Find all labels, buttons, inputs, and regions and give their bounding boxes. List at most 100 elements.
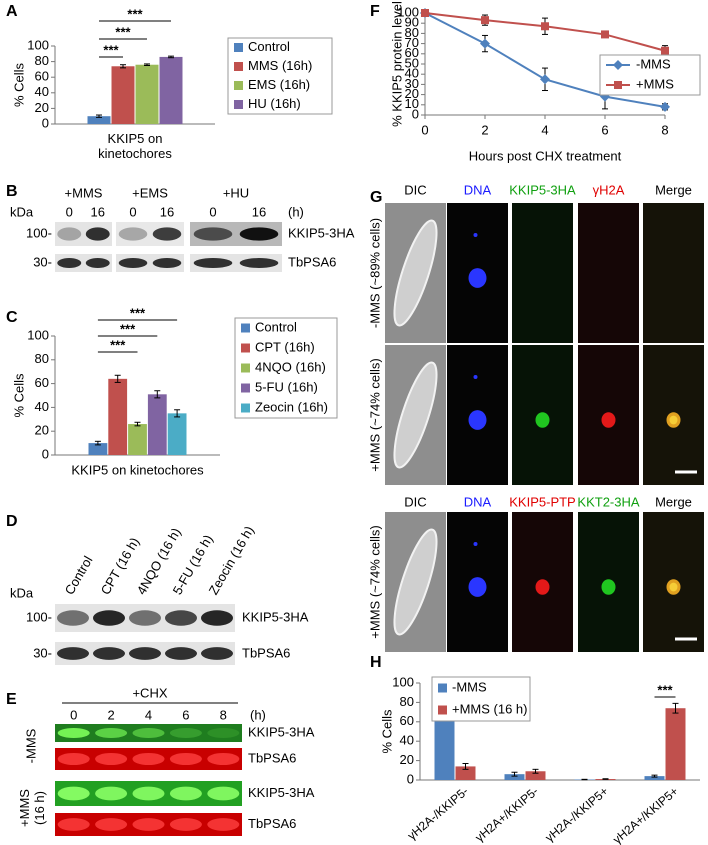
legend-box bbox=[227, 37, 333, 115]
bar bbox=[108, 378, 128, 455]
significance-label: *** bbox=[115, 24, 131, 39]
signal bbox=[473, 233, 478, 237]
legend-label: Control bbox=[255, 319, 297, 334]
x-tick-label: γH2A-/KKIP5+ bbox=[542, 784, 611, 845]
panel-letter: B bbox=[6, 183, 18, 200]
legend-swatch bbox=[234, 43, 243, 52]
cell-dic bbox=[393, 528, 438, 636]
haze bbox=[512, 203, 573, 343]
haze bbox=[578, 203, 639, 343]
significance-label: *** bbox=[127, 6, 143, 21]
y-tick-label: 0 bbox=[42, 115, 49, 130]
y-tick-label: 10 bbox=[405, 96, 419, 111]
blot-band bbox=[93, 647, 125, 660]
y-tick-label: 40 bbox=[35, 84, 49, 99]
x-tick-label: 2 bbox=[481, 122, 488, 137]
marker bbox=[540, 74, 550, 85]
blot-band bbox=[169, 786, 202, 801]
blot-band bbox=[165, 610, 197, 626]
blot-band bbox=[193, 227, 233, 241]
legend-box bbox=[234, 317, 338, 419]
signal bbox=[468, 577, 487, 597]
row-label: KKIP5-3HA bbox=[288, 225, 355, 240]
legend-swatch bbox=[241, 383, 250, 393]
blot-band bbox=[129, 647, 161, 660]
column-header: KKIP5-PTP bbox=[509, 494, 575, 509]
cell-dic bbox=[393, 219, 438, 327]
y-tick-label: 40 bbox=[35, 399, 49, 414]
legend-label: CPT (16h) bbox=[255, 339, 315, 354]
y-tick-label: 0 bbox=[42, 446, 49, 461]
blot-band bbox=[129, 610, 161, 626]
legend-label: -MMS bbox=[636, 56, 671, 71]
panel-letter: G bbox=[370, 189, 382, 206]
lane-label: 6 bbox=[182, 707, 189, 722]
panel-letter: D bbox=[6, 513, 18, 530]
significance-label: *** bbox=[130, 305, 146, 320]
micrograph bbox=[512, 203, 573, 343]
y-tick-label: 60 bbox=[35, 69, 49, 84]
micrograph bbox=[578, 203, 639, 343]
x-tick-label: 6 bbox=[601, 122, 608, 137]
significance-label: *** bbox=[120, 321, 136, 336]
blot-band bbox=[118, 258, 148, 268]
y-tick-label: 60 bbox=[400, 713, 414, 728]
row-label: KKIP5-3HA bbox=[248, 785, 315, 800]
y-tick-label: 60 bbox=[405, 45, 419, 60]
legend-swatch bbox=[241, 343, 250, 353]
signal bbox=[535, 412, 550, 428]
signal bbox=[601, 579, 616, 595]
blot-band bbox=[152, 258, 182, 268]
kda-label: kDa bbox=[10, 585, 34, 600]
blot-band bbox=[239, 227, 279, 241]
blot-band bbox=[169, 752, 202, 766]
blot-band bbox=[239, 258, 279, 268]
bar bbox=[159, 56, 183, 124]
blot-band bbox=[95, 786, 128, 801]
lane-label: 16 bbox=[160, 204, 174, 219]
x-tick-label: γH2A+/KKIP5- bbox=[472, 784, 541, 845]
lane-label: 2 bbox=[107, 707, 114, 722]
blot-band bbox=[132, 728, 165, 738]
panel-letter: C bbox=[6, 309, 18, 326]
bar bbox=[455, 766, 476, 780]
lane-label: 16 bbox=[91, 204, 105, 219]
lane-label: 4 bbox=[145, 707, 152, 722]
blot-band bbox=[132, 752, 165, 766]
blot-band bbox=[201, 610, 233, 626]
significance-label: *** bbox=[110, 337, 126, 352]
blot-band bbox=[57, 258, 82, 268]
panel-letter: E bbox=[6, 691, 17, 708]
blot-band bbox=[207, 728, 240, 738]
marker bbox=[480, 38, 490, 49]
condition-label: +MMS(16 h) bbox=[17, 789, 47, 827]
marker-label: 100- bbox=[26, 609, 52, 624]
panel-letter: A bbox=[6, 3, 18, 20]
marker bbox=[660, 101, 670, 112]
y-tick-label: 50 bbox=[405, 55, 419, 70]
legend-swatch bbox=[438, 683, 447, 693]
panel-letter: H bbox=[370, 654, 382, 671]
y-tick-label: 100 bbox=[392, 674, 414, 689]
y-tick-label: 80 bbox=[35, 53, 49, 68]
blot-band bbox=[95, 818, 128, 831]
legend-label: 5-FU (16h) bbox=[255, 379, 318, 394]
y-tick-label: 80 bbox=[400, 694, 414, 709]
row-label: +MMS (~74% cells) bbox=[367, 358, 382, 471]
legend-box bbox=[431, 676, 531, 722]
signal bbox=[669, 582, 678, 592]
group-label: +HU bbox=[223, 185, 249, 200]
legend-swatch bbox=[241, 403, 250, 413]
column-header: DNA bbox=[464, 182, 492, 197]
x-tick-label: KKIP5 on kinetochores bbox=[71, 462, 204, 477]
x-tick-label: KKIP5 on kinetochores bbox=[98, 131, 172, 161]
legend-swatch bbox=[234, 62, 243, 71]
y-tick-label: 20 bbox=[35, 100, 49, 115]
signal bbox=[535, 579, 550, 595]
x-tick-label: γH2A+/KKIP5+ bbox=[610, 784, 681, 845]
legend-label: HU (16h) bbox=[248, 96, 301, 111]
y-tick-label: 0 bbox=[407, 771, 414, 786]
row-label: +MMS (~74% cells) bbox=[367, 525, 382, 638]
y-axis-label: % Cells bbox=[11, 373, 26, 418]
y-tick-label: 0 bbox=[412, 106, 419, 121]
